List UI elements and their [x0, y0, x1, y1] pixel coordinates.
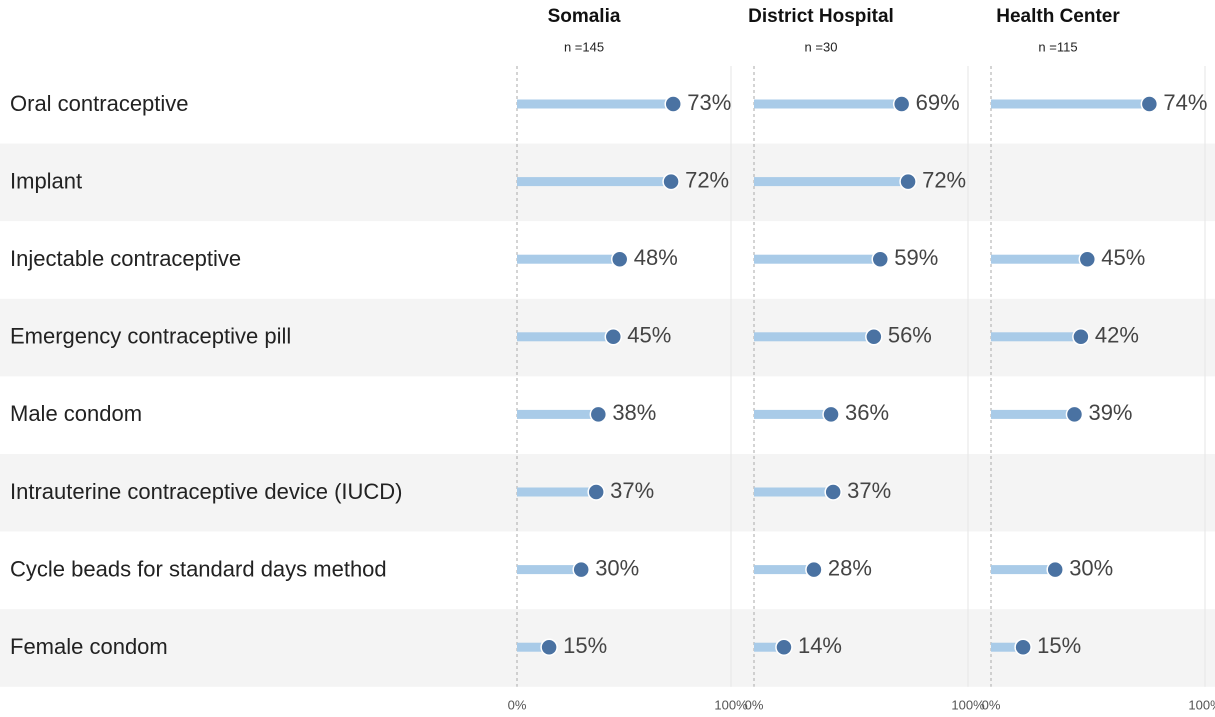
dot [822, 405, 840, 424]
dot [610, 250, 629, 268]
value-label: 72% [685, 167, 729, 192]
x-tick-label: 0% [508, 697, 527, 712]
value-label: 30% [1069, 555, 1113, 580]
category-label: Oral contraceptive [10, 91, 189, 116]
panel-title: District Hospital [748, 6, 894, 27]
value-label: 73% [687, 90, 731, 115]
bar [754, 487, 834, 497]
dot [1078, 250, 1097, 268]
bar [754, 254, 881, 264]
value-label: 45% [627, 323, 671, 348]
value-label: 45% [1101, 245, 1145, 270]
category-label: Injectable contraceptive [10, 246, 241, 271]
dot [1072, 328, 1090, 346]
row-band [0, 454, 1215, 532]
value-label: 15% [1037, 633, 1081, 658]
bar [991, 409, 1075, 419]
value-label: 56% [888, 323, 932, 348]
category-label: Emergency contraceptive pill [10, 324, 291, 349]
category-label: Cycle beads for standard days method [10, 556, 387, 581]
value-label: 37% [847, 478, 891, 503]
bar [991, 642, 1024, 652]
bar [517, 177, 672, 187]
bar [517, 409, 599, 419]
dot [540, 638, 558, 656]
panel-title: Health Center [996, 6, 1120, 27]
x-tick-label: 0% [745, 697, 764, 712]
bar [517, 642, 550, 652]
category-label: Male condom [10, 401, 142, 426]
panel-title: Somalia [548, 6, 621, 27]
bar [991, 332, 1081, 342]
dot [604, 328, 623, 346]
value-label: 37% [610, 478, 654, 503]
dot [871, 250, 890, 268]
panel-subtitle: n =145 [564, 39, 604, 54]
dot [589, 405, 608, 424]
value-label: 30% [595, 555, 639, 580]
dot [572, 560, 590, 579]
dot [1140, 95, 1159, 113]
value-label: 59% [894, 245, 938, 270]
value-label: 38% [612, 400, 656, 425]
dot [899, 172, 917, 191]
dot [662, 172, 680, 191]
value-label: 42% [1095, 323, 1139, 348]
dot [1014, 638, 1032, 656]
value-label: 36% [845, 400, 889, 425]
bar [754, 565, 814, 575]
bar [991, 565, 1056, 575]
bar [991, 254, 1088, 264]
dot [587, 483, 605, 501]
value-label: 28% [828, 555, 872, 580]
value-label: 72% [922, 167, 966, 192]
bar [517, 332, 614, 342]
category-label: Intrauterine contraceptive device (IUCD) [10, 479, 403, 504]
x-tick-label: 100% [1188, 697, 1215, 712]
bar [754, 332, 874, 342]
dot [865, 328, 883, 346]
bar [754, 177, 909, 187]
bar [517, 487, 597, 497]
value-label: 74% [1163, 90, 1207, 115]
x-tick-label: 0% [982, 697, 1001, 712]
panel-subtitle: n =115 [1038, 39, 1077, 54]
bar [517, 565, 582, 575]
category-label: Female condom [10, 634, 168, 659]
bar [754, 99, 902, 109]
bar [754, 409, 832, 419]
bar [517, 254, 620, 264]
value-label: 69% [916, 90, 960, 115]
dot [1046, 560, 1064, 579]
bar [517, 99, 674, 109]
dot [1065, 405, 1084, 424]
dot [892, 95, 911, 113]
dot [775, 638, 793, 656]
value-label: 15% [563, 633, 607, 658]
row-band [0, 609, 1215, 687]
value-label: 14% [798, 633, 842, 658]
value-label: 39% [1088, 400, 1132, 425]
x-tick-label: 100% [714, 697, 748, 712]
bar [754, 642, 784, 652]
panel-subtitle: n =30 [805, 39, 838, 54]
category-label: Implant [10, 168, 82, 193]
dot [824, 483, 842, 501]
x-tick-label: 100% [951, 697, 985, 712]
dot [805, 560, 823, 579]
bar [991, 99, 1150, 109]
value-label: 48% [634, 245, 678, 270]
dot [664, 95, 682, 113]
